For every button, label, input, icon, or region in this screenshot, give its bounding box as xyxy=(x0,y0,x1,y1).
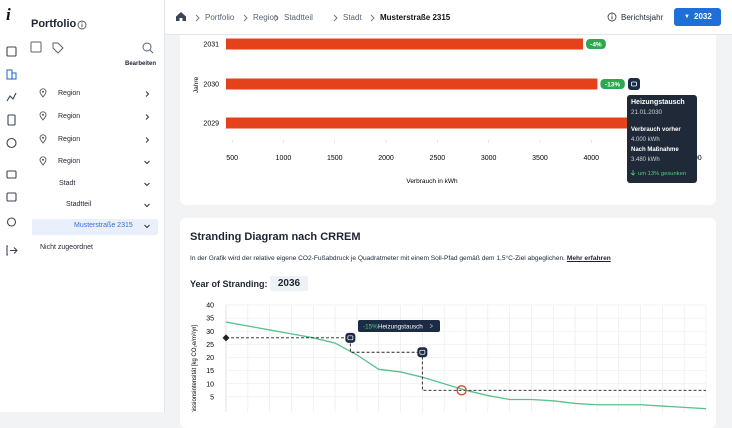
breadcrumb-separator xyxy=(195,14,200,22)
pin-icon xyxy=(39,111,47,121)
tree-item[interactable]: Musterstraße 2315 xyxy=(74,222,133,229)
pin-icon xyxy=(39,88,47,98)
logo[interactable]: i xyxy=(6,5,11,24)
tree-item[interactable]: Stadtteil xyxy=(66,201,92,208)
chevron[interactable] xyxy=(143,201,151,209)
sidebar: Portfolio Bearbeiten Region Region Region R… xyxy=(22,0,165,412)
chevron[interactable] xyxy=(143,136,151,144)
chevron[interactable] xyxy=(143,222,151,230)
tree-item[interactable]: Region xyxy=(58,90,81,97)
breadcrumb-item[interactable]: Stadt xyxy=(343,13,362,22)
tree-item[interactable]: Region xyxy=(58,158,81,165)
chevron[interactable] xyxy=(143,90,151,98)
info-icon[interactable] xyxy=(77,20,87,30)
topbar: Portfolio Region Stadtteil Stadt Musterstraß… xyxy=(165,0,732,35)
rail-icons xyxy=(6,46,18,256)
stranding-year: 2036 xyxy=(270,276,308,291)
tree-item[interactable]: Region xyxy=(58,113,81,120)
report-year-value: 2032 xyxy=(694,12,712,21)
icon-chart[interactable] xyxy=(6,92,17,102)
tool-list[interactable] xyxy=(30,41,42,53)
consumption-card xyxy=(180,20,716,205)
learn-more-link[interactable]: Mehr erfahren xyxy=(566,255,611,262)
breadcrumb-item[interactable]: Portfolio xyxy=(205,13,235,22)
icon-support[interactable] xyxy=(6,192,17,202)
tool-search-handle xyxy=(149,49,154,54)
breadcrumb-separator xyxy=(274,14,279,22)
home-icon[interactable] xyxy=(175,11,187,22)
icon-doc[interactable] xyxy=(7,114,16,126)
icon-mail[interactable] xyxy=(6,170,17,179)
breadcrumb-item[interactable]: Stadtteil xyxy=(284,13,313,22)
tool-tag[interactable] xyxy=(52,42,64,54)
stranding-card: Stranding Diagram nach CRREM In der Graf… xyxy=(180,218,716,428)
tree-item[interactable]: Nicht zugeordnet xyxy=(40,244,93,251)
tree-item[interactable]: Stadt xyxy=(59,180,76,187)
sidebar-title: Portfolio xyxy=(31,18,77,30)
tool-search[interactable] xyxy=(142,42,152,52)
tree-item[interactable]: Region xyxy=(58,136,81,143)
chevron[interactable] xyxy=(143,158,151,166)
icon-buildings[interactable] xyxy=(6,69,17,80)
icon-dashboard[interactable] xyxy=(6,46,17,57)
pin-icon xyxy=(39,134,47,144)
report-year-label: Berichtsjahr xyxy=(621,13,664,22)
stranding-year-label: Year of Stranding: xyxy=(190,279,268,289)
icon-logout[interactable] xyxy=(6,245,18,256)
breadcrumb-item: Musterstraße 2315 xyxy=(380,13,451,22)
icon-settings[interactable] xyxy=(6,217,17,227)
breadcrumb-separator xyxy=(243,14,248,22)
dropdown-caret: ▼ xyxy=(684,14,690,20)
report-year-button[interactable]: ▼ 2032 xyxy=(674,8,721,26)
breadcrumb-separator xyxy=(333,14,338,22)
selected-row xyxy=(32,219,158,235)
icon-coin[interactable] xyxy=(6,137,17,149)
breadcrumb-separator xyxy=(370,14,375,22)
chevron[interactable] xyxy=(143,113,151,121)
breadcrumb-item[interactable]: Region xyxy=(253,13,279,22)
stranding-title: Stranding Diagram nach CRREM xyxy=(190,231,361,243)
pin-icon xyxy=(39,156,47,166)
report-year-info xyxy=(607,12,617,22)
sidebar-tools xyxy=(30,41,154,54)
stranding-description: In der Grafik wird der relative eigene C… xyxy=(190,255,611,262)
icon-rail: i xyxy=(0,0,23,412)
edit-link[interactable]: Bearbeiten xyxy=(124,61,156,67)
description-text: In der Grafik wird der relative eigene C… xyxy=(190,255,565,262)
chevron[interactable] xyxy=(143,180,151,188)
